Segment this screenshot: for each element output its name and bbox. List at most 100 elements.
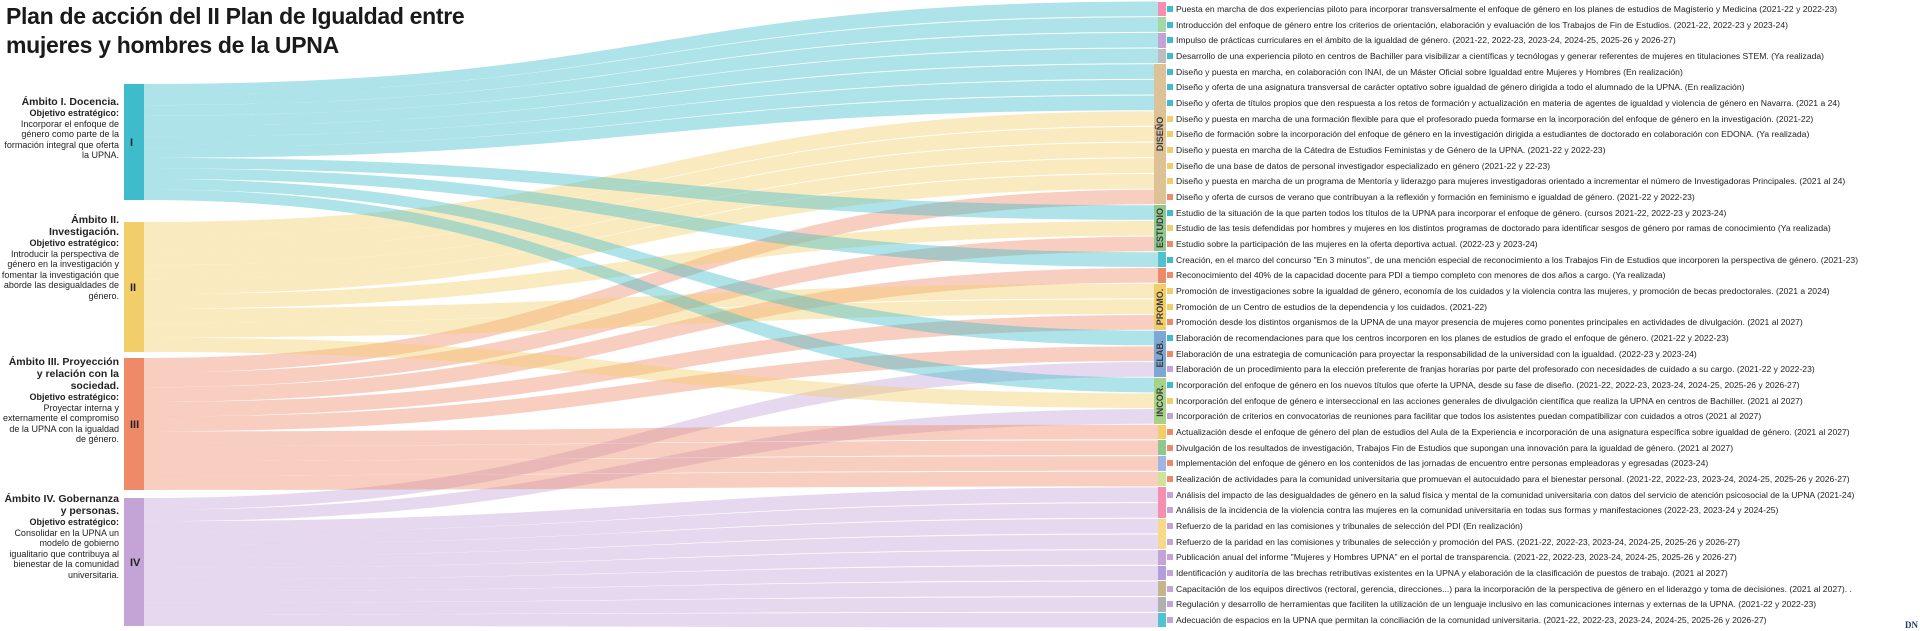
ambito-iv-description: Ámbito IV. Gobernanza y personas. Objeti… <box>0 493 119 581</box>
action-group-bar <box>1158 565 1166 581</box>
action-group-bar <box>1158 456 1166 471</box>
flow-ribbon <box>144 79 1158 148</box>
action-item: Capacitación de los equipos directivos (… <box>1167 584 1852 594</box>
action-text: Estudio de las tesis defendidas por homb… <box>1176 223 1831 234</box>
flow-ribbon <box>144 362 1158 510</box>
flow-ribbon <box>144 534 1158 568</box>
ambito-iii-heading: Ámbito III. Proyección y relación con la… <box>8 356 119 392</box>
action-color-square <box>1167 617 1173 624</box>
action-text: Incorporación del enfoque de género e in… <box>1176 395 1803 406</box>
action-group-bar <box>1158 518 1166 550</box>
action-color-square <box>1167 460 1173 467</box>
action-text: Actualización desde el enfoque de género… <box>1176 427 1850 438</box>
action-group-bar <box>1158 597 1166 612</box>
flow-ribbon <box>144 518 1158 557</box>
action-color-square <box>1167 146 1173 153</box>
action-color-square <box>1167 21 1173 28</box>
action-color-square <box>1167 350 1173 357</box>
action-item: Incorporación del enfoque de género e in… <box>1167 396 1803 406</box>
ambito-block <box>124 358 144 490</box>
action-text: Elaboración de un procedimiento para la … <box>1176 364 1815 375</box>
action-text: Promoción desde los distintos organismos… <box>1176 317 1803 328</box>
action-text: Creación, en el marco del concurso "En 3… <box>1176 254 1859 265</box>
action-group-bar <box>1158 424 1166 440</box>
flow-ribbon <box>144 503 1158 545</box>
action-item: Estudio de la situación de la que parten… <box>1167 208 1726 218</box>
action-color-square <box>1167 366 1173 373</box>
action-color-square <box>1167 99 1173 106</box>
action-item: Estudio de las tesis defendidas por homb… <box>1167 223 1831 233</box>
flow-ribbon <box>144 550 1158 580</box>
action-text: Promoción de un Centro de estudios de la… <box>1176 301 1488 312</box>
action-item: Regulación y desarrollo de herramientas … <box>1167 599 1816 609</box>
action-item: Divulgación de los resultados de investi… <box>1167 443 1733 453</box>
ambito-i-objective-text: Incorporar el enfoque de género como par… <box>4 118 119 161</box>
source-logo: DN <box>1905 620 1918 630</box>
action-text: Elaboración de una estrategia de comunic… <box>1176 348 1697 359</box>
flow-ribbon <box>144 315 1158 417</box>
action-item: Diseño de una base de datos de personal … <box>1167 161 1550 171</box>
action-group-bar <box>1154 64 1166 205</box>
flow-ribbon <box>144 142 1158 266</box>
flow-ribbon <box>144 95 1158 158</box>
ambito-block <box>124 222 144 352</box>
action-color-square <box>1167 287 1173 294</box>
action-text: Incorporación de criterios en convocator… <box>1176 411 1762 422</box>
action-color-square <box>1167 131 1173 138</box>
action-group-bar <box>1158 612 1166 628</box>
action-item: Introducción del enfoque de género entre… <box>1167 20 1788 30</box>
action-item: Elaboración de una estrategia de comunic… <box>1167 349 1697 359</box>
flow-ribbon <box>144 111 1158 237</box>
action-item: Promoción desde los distintos organismos… <box>1167 317 1803 327</box>
action-text: Implementación del enfoque de género en … <box>1176 458 1709 469</box>
action-color-square <box>1167 335 1173 341</box>
ambito-numeral: III <box>130 419 139 431</box>
action-item: Refuerzo de la paridad en las comisiones… <box>1167 521 1523 531</box>
flow-ribbon <box>144 48 1158 127</box>
action-text: Desarrollo de una experiencia piloto en … <box>1176 50 1825 61</box>
flow-ribbon <box>144 565 1158 592</box>
action-color-square <box>1167 554 1173 561</box>
action-group-bar <box>1154 330 1166 377</box>
flow-ribbon <box>144 597 1158 615</box>
flow-ribbon <box>144 440 1158 461</box>
flow-ribbon <box>144 409 1158 522</box>
action-text: Impulso de prácticas curriculares en el … <box>1176 35 1676 46</box>
title-line: mujeres y hombres de la UPNA <box>6 32 339 58</box>
action-item: Creación, en el marco del concurso "En 3… <box>1167 255 1858 265</box>
action-item: Refuerzo de la paridad en las comisiones… <box>1167 537 1740 547</box>
action-text: Identificación y auditoría de las brecha… <box>1176 568 1728 579</box>
action-text: Diseño y puesta en marcha de la Cátedra … <box>1176 144 1606 155</box>
action-color-square <box>1167 162 1173 169</box>
ambito-numeral: IV <box>130 557 141 569</box>
action-color-square <box>1167 601 1173 608</box>
action-item: Diseño y oferta de cursos de verano que … <box>1167 192 1695 202</box>
action-text: Diseño de formación sobre la incorporaci… <box>1176 129 1810 140</box>
action-text: Puesta en marcha de dos experiencias pil… <box>1176 3 1838 14</box>
action-item: Promoción de investigaciones sobre la ig… <box>1167 286 1830 296</box>
action-color-square <box>1167 507 1173 514</box>
action-text: Refuerzo de la paridad en las comisiones… <box>1176 521 1523 532</box>
action-group-bar <box>1158 487 1166 518</box>
action-text: Diseño y puesta en marcha de una formaci… <box>1176 113 1814 124</box>
action-group-bar <box>1158 550 1166 565</box>
flow-ribbon <box>144 1 1158 95</box>
action-group-bar <box>1154 283 1166 330</box>
flow-ribbon <box>144 581 1158 603</box>
flow-ribbon <box>144 236 1158 388</box>
action-group-bar <box>1158 440 1166 456</box>
action-color-square <box>1167 115 1173 122</box>
action-color-square <box>1167 491 1173 498</box>
action-item: Promoción de un Centro de estudios de la… <box>1167 302 1487 312</box>
page-title: Plan de acción del II Plan de Igualdad e… <box>6 2 466 60</box>
category-label: ESTUDIO <box>1154 208 1165 249</box>
action-text: Diseño y puesta en marcha, en colaboraci… <box>1176 66 1683 77</box>
action-item: Elaboración de recomendaciones para que … <box>1167 333 1729 343</box>
action-group-bar <box>1158 17 1166 32</box>
ambito-iii-description: Ámbito III. Proyección y relación con la… <box>0 356 119 445</box>
action-color-square <box>1167 382 1173 389</box>
action-color-square <box>1167 585 1173 592</box>
action-text: Realización de actividades para la comun… <box>1176 474 1850 485</box>
flow-ribbon <box>144 17 1158 106</box>
